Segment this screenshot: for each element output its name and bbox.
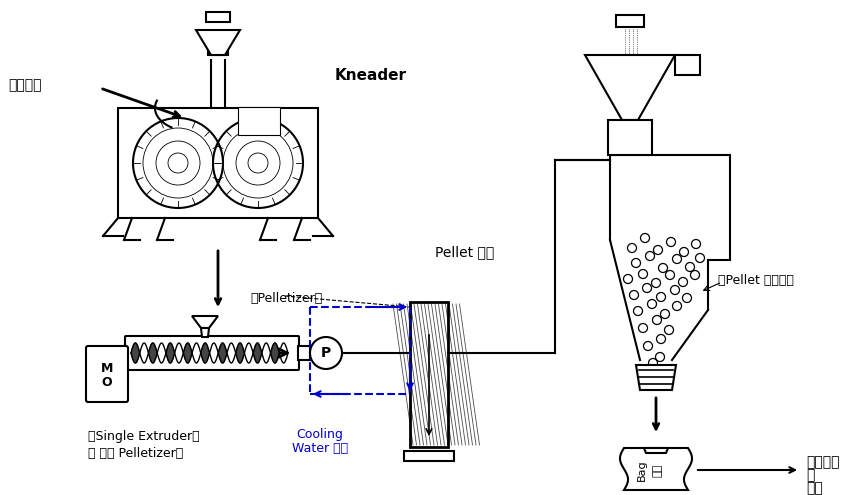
Polygon shape [636, 365, 676, 390]
Circle shape [310, 337, 342, 369]
FancyBboxPatch shape [125, 336, 299, 370]
FancyBboxPatch shape [675, 55, 700, 75]
FancyBboxPatch shape [410, 302, 448, 447]
FancyBboxPatch shape [238, 107, 280, 135]
Polygon shape [196, 30, 240, 55]
Text: 및: 및 [806, 468, 814, 482]
Polygon shape [192, 316, 218, 328]
FancyBboxPatch shape [298, 346, 310, 360]
FancyBboxPatch shape [206, 12, 230, 22]
Text: Bag: Bag [637, 459, 647, 481]
Text: Cooling: Cooling [297, 428, 344, 441]
Text: 〈Single Extruder〉: 〈Single Extruder〉 [88, 430, 200, 443]
Text: Water 순환: Water 순환 [292, 442, 348, 455]
Text: 원료투입: 원료투입 [8, 78, 42, 92]
Polygon shape [644, 448, 668, 453]
Polygon shape [620, 448, 692, 490]
Text: 제품보관: 제품보관 [806, 455, 839, 469]
FancyBboxPatch shape [86, 346, 128, 402]
Text: Kneader: Kneader [335, 67, 407, 83]
Polygon shape [585, 55, 675, 120]
Text: ： 단순 Pelletizer용: ： 단순 Pelletizer용 [88, 447, 183, 460]
Text: M: M [101, 361, 113, 375]
FancyBboxPatch shape [616, 15, 644, 27]
Polygon shape [201, 328, 209, 337]
Text: P: P [321, 346, 331, 360]
Text: 〈Pellet 저장고〉: 〈Pellet 저장고〉 [718, 274, 794, 287]
FancyBboxPatch shape [404, 451, 454, 461]
FancyBboxPatch shape [208, 43, 228, 55]
FancyBboxPatch shape [118, 108, 318, 218]
Text: O: O [102, 377, 112, 390]
Text: 〈Pelletizer〉: 〈Pelletizer〉 [250, 292, 322, 304]
Text: 포대: 포대 [653, 463, 663, 477]
Text: 출하: 출하 [806, 481, 823, 495]
Text: Pellet 이송: Pellet 이송 [435, 245, 494, 259]
FancyBboxPatch shape [608, 120, 652, 155]
